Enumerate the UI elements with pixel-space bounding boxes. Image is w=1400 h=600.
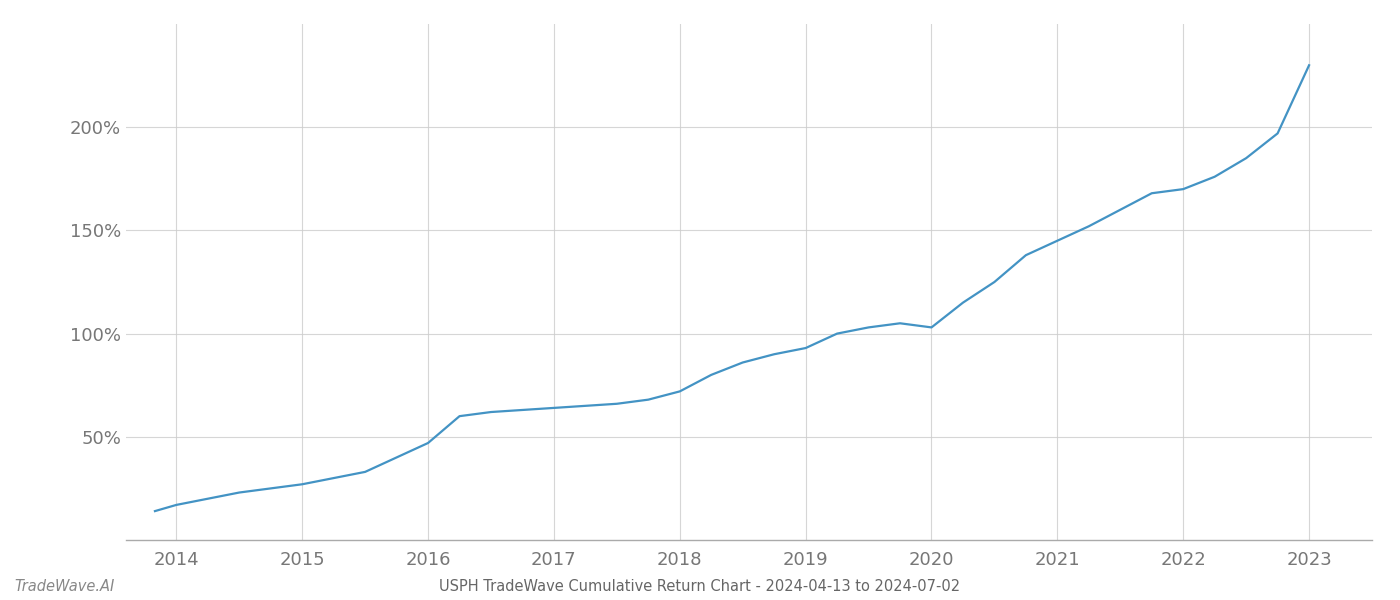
Text: USPH TradeWave Cumulative Return Chart - 2024-04-13 to 2024-07-02: USPH TradeWave Cumulative Return Chart -… — [440, 579, 960, 594]
Text: TradeWave.AI: TradeWave.AI — [14, 579, 115, 594]
